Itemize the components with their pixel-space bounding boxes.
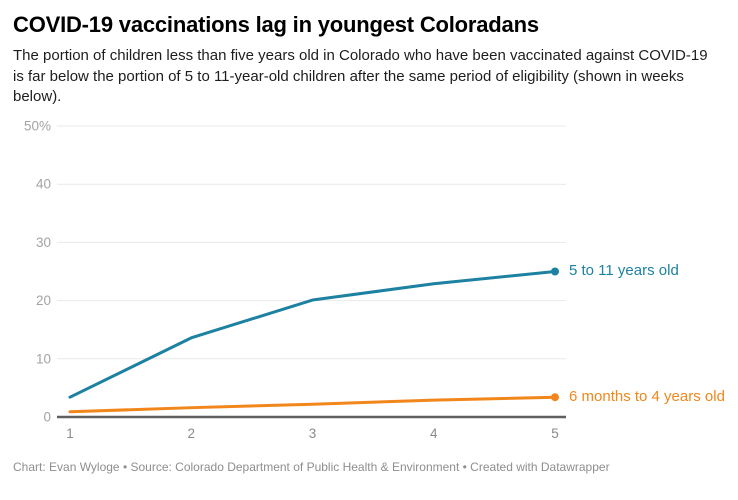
x-tick-label: 2 (187, 426, 195, 441)
chart-title: COVID-19 vaccinations lag in youngest Co… (13, 12, 539, 37)
chart-footer: Chart: Evan Wyloge • Source: Colorado De… (13, 459, 610, 474)
x-tick-label: 3 (309, 426, 317, 441)
line-chart: 0 10 20 30 40 50% 1 2 3 4 5 5 to 11 years old 6 mo… (13, 113, 728, 451)
series-line-6-months-to-4-years-old (68, 395, 557, 413)
x-tick-label: 5 (551, 426, 559, 441)
chart-description: The portion of children less than five y… (13, 47, 708, 105)
y-tick-label: 40 (36, 176, 51, 191)
y-tick-label: 0 (43, 409, 51, 424)
y-tick-label: 10 (36, 351, 51, 366)
y-tick-label: 30 (36, 234, 51, 249)
series-endpoint-dot-6-months-to-4-years-old (551, 392, 559, 401)
y-tick-label: 50% (24, 118, 51, 133)
series-label-6-months-to-4-years-old: 6 months to 4 years old (569, 387, 725, 405)
y-tick-label: 20 (36, 293, 51, 308)
series-label-5-to-11-years-old: 5 to 11 years old (569, 262, 679, 279)
series-endpoint-dot-5-to-11-years-old (551, 267, 559, 275)
x-tick-label: 1 (66, 426, 74, 441)
chart-canvas: 0 10 20 30 40 50% 1 2 3 4 5 (24, 118, 566, 441)
x-tick-label: 4 (430, 426, 438, 441)
series-line-5-to-11-years-old (68, 269, 557, 399)
